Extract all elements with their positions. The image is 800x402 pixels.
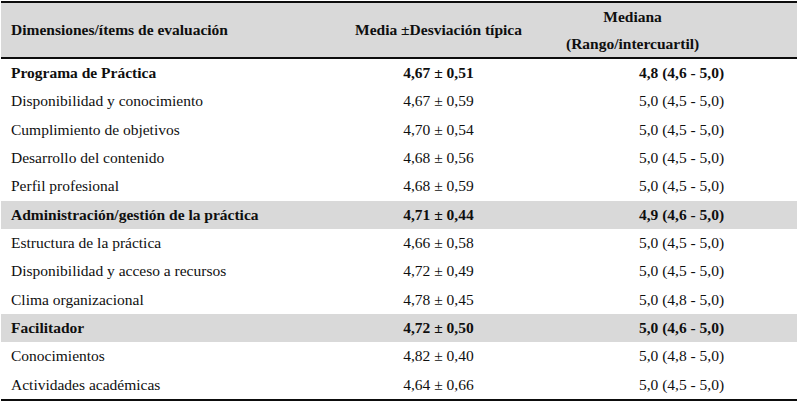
column-header-mediana-line2: (Rango/intercuartil): [566, 30, 699, 57]
cell-dimension: Disponibilidad y acceso a recursos: [1, 262, 311, 280]
table-row: Perfil profesional4,68 ± 0,595,0 (4,5 - …: [1, 172, 797, 200]
table-row: Cumplimiento de objetivos4,70 ± 0,545,0 …: [1, 116, 797, 144]
cell-mediana: 5,0 (4,8 - 5,0): [566, 347, 797, 365]
table-row: Disponibilidad y acceso a recursos4,72 ±…: [1, 257, 797, 285]
cell-mediana: 5,0 (4,8 - 5,0): [566, 291, 797, 309]
cell-dimension: Actividades académicas: [1, 376, 311, 394]
table-row: Conocimientos4,82 ± 0,405,0 (4,8 - 5,0): [1, 342, 797, 370]
evaluation-table: Dimensiones/ítems de evaluación Media ±D…: [1, 1, 797, 401]
table-row: Estructura de la práctica4,66 ± 0,585,0 …: [1, 229, 797, 257]
table-row: Clima organizacional4,78 ± 0,455,0 (4,8 …: [1, 286, 797, 314]
cell-media: 4,66 ± 0,58: [311, 234, 566, 252]
table-body: Programa de Práctica4,67 ± 0,514,8 (4,6 …: [1, 59, 797, 399]
cell-dimension: Programa de Práctica: [1, 64, 311, 82]
table-row: Disponibilidad y conocimiento4,67 ± 0,59…: [1, 87, 797, 115]
table-header-row: Dimensiones/ítems de evaluación Media ±D…: [1, 3, 797, 59]
table-row: Desarrollo del contenido4,68 ± 0,565,0 (…: [1, 144, 797, 172]
cell-dimension: Facilitador: [1, 319, 311, 337]
cell-media: 4,71 ± 0,44: [311, 206, 566, 224]
cell-media: 4,72 ± 0,49: [311, 262, 566, 280]
cell-mediana: 5,0 (4,5 - 5,0): [566, 376, 797, 394]
cell-dimension: Conocimientos: [1, 347, 311, 365]
column-header-media: Media ±Desviación típica: [311, 21, 566, 39]
column-header-mediana-line1: Mediana: [566, 3, 699, 30]
cell-mediana: 5,0 (4,5 - 5,0): [566, 177, 797, 195]
cell-dimension: Cumplimiento de objetivos: [1, 121, 311, 139]
cell-mediana: 5,0 (4,5 - 5,0): [566, 121, 797, 139]
cell-mediana: 5,0 (4,5 - 5,0): [566, 149, 797, 167]
cell-dimension: Administración/gestión de la práctica: [1, 206, 311, 224]
cell-dimension: Disponibilidad y conocimiento: [1, 92, 311, 110]
cell-dimension: Clima organizacional: [1, 291, 311, 309]
cell-media: 4,68 ± 0,59: [311, 177, 566, 195]
cell-dimension: Desarrollo del contenido: [1, 149, 311, 167]
cell-dimension: Perfil profesional: [1, 177, 311, 195]
table-row: Programa de Práctica4,67 ± 0,514,8 (4,6 …: [1, 59, 797, 87]
cell-media: 4,78 ± 0,45: [311, 291, 566, 309]
cell-media: 4,67 ± 0,51: [311, 64, 566, 82]
column-header-mediana: Mediana (Rango/intercuartil): [566, 3, 800, 57]
table-row: Administración/gestión de la práctica4,7…: [1, 201, 797, 229]
cell-media: 4,72 ± 0,50: [311, 319, 566, 337]
column-header-dimensions: Dimensiones/ítems de evaluación: [1, 21, 311, 39]
cell-media: 4,70 ± 0,54: [311, 121, 566, 139]
cell-mediana: 4,9 (4,6 - 5,0): [566, 206, 797, 224]
table-row: Facilitador4,72 ± 0,505,0 (4,6 - 5,0): [1, 314, 797, 342]
cell-mediana: 5,0 (4,6 - 5,0): [566, 319, 797, 337]
cell-dimension: Estructura de la práctica: [1, 234, 311, 252]
cell-mediana: 5,0 (4,5 - 5,0): [566, 234, 797, 252]
table-row: Actividades académicas4,64 ± 0,665,0 (4,…: [1, 371, 797, 399]
cell-media: 4,82 ± 0,40: [311, 347, 566, 365]
cell-media: 4,67 ± 0,59: [311, 92, 566, 110]
cell-media: 4,68 ± 0,56: [311, 149, 566, 167]
cell-media: 4,64 ± 0,66: [311, 376, 566, 394]
cell-mediana: 5,0 (4,5 - 5,0): [566, 262, 797, 280]
cell-mediana: 5,0 (4,5 - 5,0): [566, 92, 797, 110]
cell-mediana: 4,8 (4,6 - 5,0): [566, 64, 797, 82]
